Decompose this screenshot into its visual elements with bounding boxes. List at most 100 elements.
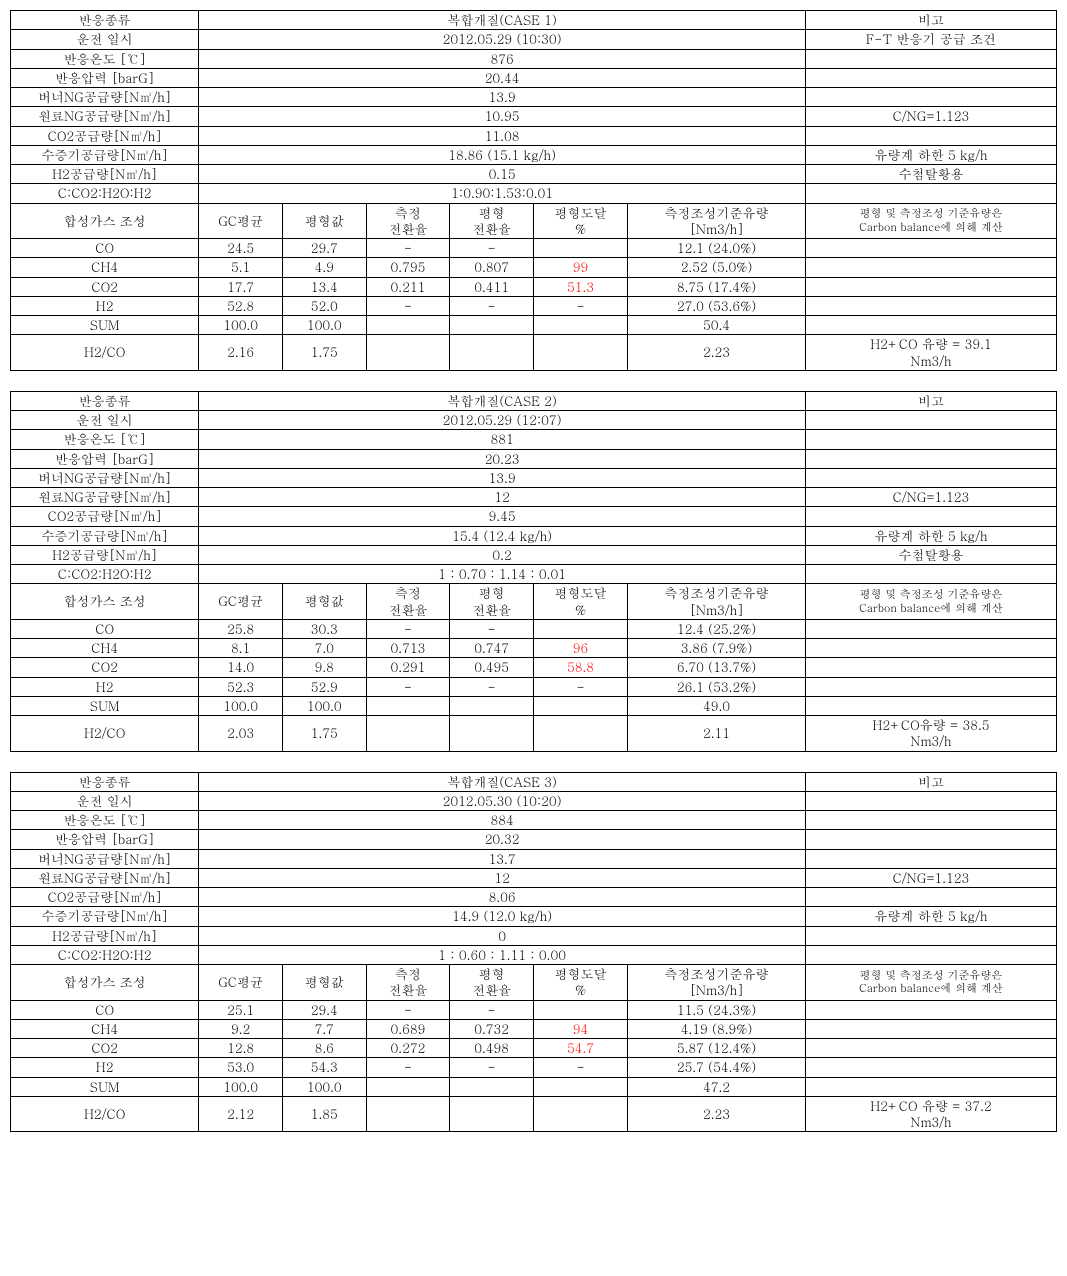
cell-co2-ec: 0.498 [450, 1039, 534, 1058]
value-temp: 884 [199, 811, 806, 830]
label-datetime: 운전 일시 [11, 791, 199, 810]
row-label-co: CO [11, 1000, 199, 1019]
row-label-h2co: H2/CO [11, 1096, 199, 1132]
cell-h2-mc: - [366, 296, 450, 315]
cell-ch4-er: 96 [533, 639, 627, 658]
value-pressure: 20.32 [199, 830, 806, 849]
cell-sum-er [533, 1077, 627, 1096]
value-temp: 876 [199, 49, 806, 68]
cell-h2-mc: - [366, 1058, 450, 1077]
cell-sum-flow: 47.2 [628, 1077, 806, 1096]
cell-sum-er [533, 316, 627, 335]
cell-sum-er [533, 696, 627, 715]
cell-ch4-mc: 0.795 [366, 258, 450, 277]
value-feed-ng: 10.95 [199, 107, 806, 126]
cell-co-eq: 29.4 [282, 1000, 366, 1019]
ft-note [805, 791, 1056, 810]
cell-co-mc: - [366, 239, 450, 258]
value-steam-supply: 14.9 (12.0 kg/h) [199, 907, 806, 926]
label-gc-mean: GC평균 [199, 965, 283, 1001]
h2-note: 수첨탈황용 [805, 165, 1056, 184]
label-burner-ng: 버너NG공급량[N㎥/h] [11, 88, 199, 107]
cell-co2-gc: 12.8 [199, 1039, 283, 1058]
cell-co-eq: 29.7 [282, 239, 366, 258]
label-ratio: C:CO2:H2O:H2 [11, 945, 199, 964]
label-ratio: C:CO2:H2O:H2 [11, 565, 199, 584]
cell-h2co-gc: 2.03 [199, 716, 283, 752]
row-label-h2: H2 [11, 677, 199, 696]
cell-h2-flow: 26.1 (53.2%) [628, 677, 806, 696]
cell-co-ec: - [450, 619, 534, 638]
cell-h2-flow: 25.7 (54.4%) [628, 1058, 806, 1077]
value-steam-supply: 18.86 (15.1 kg/h) [199, 145, 806, 164]
label-pressure: 반응압력 [barG] [11, 449, 199, 468]
cell-ch4-ec: 0.732 [450, 1019, 534, 1038]
row-label-h2co: H2/CO [11, 335, 199, 371]
label-equil-value: 평형값 [282, 584, 366, 620]
label-h2-supply: H2공급량[N㎥/h] [11, 926, 199, 945]
cell-sum-gc: 100.0 [199, 316, 283, 335]
label-remark: 비고 [805, 391, 1056, 410]
cell-co-er [533, 619, 627, 638]
cng-note: C/NG=1.123 [805, 868, 1056, 887]
label-datetime: 운전 일시 [11, 30, 199, 49]
row-label-ch4: CH4 [11, 1019, 199, 1038]
calc-note: 평형 및 측정조성 기준유량은Carbon balance에 의해 계산 [805, 965, 1056, 1001]
cng-note: C/NG=1.123 [805, 107, 1056, 126]
value-burner-ng: 13.9 [199, 88, 806, 107]
label-meas-flow: 측정조성기준유량[Nm3/h] [628, 584, 806, 620]
ft-note: F-T 반응기 공급 조건 [805, 30, 1056, 49]
cell-ch4-eq: 7.0 [282, 639, 366, 658]
h2-note: 수첨탈황용 [805, 545, 1056, 564]
case-table-1: 반응종류복합개질(CASE 1)비고운전 일시2012.05.29 (10:30… [10, 10, 1057, 371]
value-co2-supply: 9.45 [199, 507, 806, 526]
value-burner-ng: 13.7 [199, 849, 806, 868]
cell-h2-gc: 53.0 [199, 1058, 283, 1077]
cell-sum-eq: 100.0 [282, 316, 366, 335]
h2co-note: H2+CO 유량 = 39.1Nm3/h [805, 335, 1056, 371]
cell-h2co-flow: 2.11 [628, 716, 806, 752]
cell-ch4-flow: 4.19 (8.9%) [628, 1019, 806, 1038]
value-pressure: 20.23 [199, 449, 806, 468]
calc-note: 평형 및 측정조성 기준유량은Carbon balance에 의해 계산 [805, 203, 1056, 239]
label-steam-supply: 수증기공급량[N㎥/h] [11, 145, 199, 164]
label-gc-mean: GC평균 [199, 203, 283, 239]
cell-co2-er: 51.3 [533, 277, 627, 296]
cell-h2co-eq: 1.75 [282, 716, 366, 752]
cell-sum-flow: 49.0 [628, 696, 806, 715]
steam-note: 유량계 하한 5 kg/h [805, 526, 1056, 545]
cell-h2-mc: - [366, 677, 450, 696]
cell-sum-ec [450, 696, 534, 715]
cell-co-gc: 25.8 [199, 619, 283, 638]
cell-co-flow: 11.5 (24.3%) [628, 1000, 806, 1019]
cell-co2-mc: 0.291 [366, 658, 450, 677]
label-syngas-comp: 합성가스 조성 [11, 584, 199, 620]
calc-note: 평형 및 측정조성 기준유량은Carbon balance에 의해 계산 [805, 584, 1056, 620]
cell-co-mc: - [366, 619, 450, 638]
row-label-sum: SUM [11, 316, 199, 335]
row-label-h2co: H2/CO [11, 716, 199, 752]
cell-h2-er: - [533, 677, 627, 696]
label-meas-conv: 측정전환율 [366, 965, 450, 1001]
cell-h2-ec: - [450, 677, 534, 696]
label-remark: 비고 [805, 11, 1056, 30]
cell-ch4-mc: 0.713 [366, 639, 450, 658]
row-label-h2: H2 [11, 1058, 199, 1077]
value-feed-ng: 12 [199, 868, 806, 887]
value-burner-ng: 13.9 [199, 468, 806, 487]
cell-co2-er: 58.8 [533, 658, 627, 677]
label-meas-flow: 측정조성기준유량[Nm3/h] [628, 965, 806, 1001]
cell-ch4-flow: 3.86 (7.9%) [628, 639, 806, 658]
label-co2-supply: CO2공급량[N㎥/h] [11, 888, 199, 907]
label-h2-supply: H2공급량[N㎥/h] [11, 165, 199, 184]
value-datetime: 2012.05.29 (12:07) [199, 411, 806, 430]
cell-co2-gc: 17.7 [199, 277, 283, 296]
label-pressure: 반응압력 [barG] [11, 830, 199, 849]
label-equil-reach: 평형도달% [533, 965, 627, 1001]
cell-co-er [533, 239, 627, 258]
label-gc-mean: GC평균 [199, 584, 283, 620]
cell-co-er [533, 1000, 627, 1019]
cell-co2-flow: 8.75 (17.4%) [628, 277, 806, 296]
cell-co2-eq: 13.4 [282, 277, 366, 296]
cell-co-ec: - [450, 1000, 534, 1019]
